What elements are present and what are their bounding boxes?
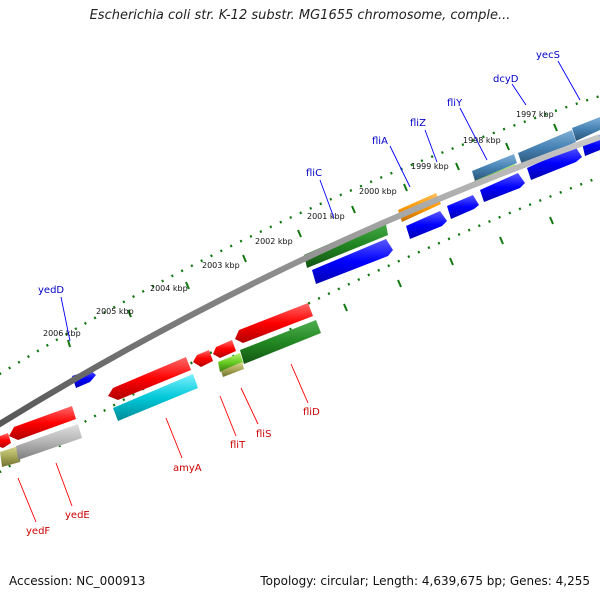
forward-features xyxy=(72,117,600,388)
kbp-label: 2005 kbp xyxy=(96,307,134,316)
inner-tick-ring xyxy=(0,175,600,474)
gene-feature xyxy=(235,303,313,343)
kbp-label: 2001 kbp xyxy=(307,212,345,221)
gene-label-yedE: yedE xyxy=(65,510,90,521)
accession-text: Accession: NC_000913 xyxy=(9,574,146,588)
gene-feature xyxy=(213,340,236,358)
gene-label-yedF: yedF xyxy=(26,526,50,537)
gene-feature xyxy=(108,357,191,400)
gene-label-fliZ: fliZ xyxy=(410,118,426,129)
reverse-gene-labels: yedF yedE amyA fliT fliS fliD xyxy=(17,363,320,537)
kbp-label: 2006 kbp xyxy=(43,329,81,338)
kbp-label: 2004 kbp xyxy=(150,284,188,293)
gene-feature xyxy=(240,320,321,364)
kbp-label: 2003 kbp xyxy=(202,261,240,270)
gene-feature xyxy=(218,353,243,372)
gene-feature xyxy=(472,154,517,181)
gene-label-amyA: amyA xyxy=(173,463,202,474)
gene-label-fliY: fliY xyxy=(447,98,463,109)
gene-feature xyxy=(193,350,213,367)
gene-feature xyxy=(480,173,525,202)
gene-label-yedD: yedD xyxy=(38,285,64,296)
gene-label-yecS: yecS xyxy=(536,50,560,61)
gene-label-fliA: fliA xyxy=(372,136,388,147)
gene-feature xyxy=(518,130,576,165)
gene-label-fliC: fliC xyxy=(306,168,322,179)
gene-feature xyxy=(527,146,582,180)
kbp-label: 1999 kbp xyxy=(411,162,449,171)
gene-feature xyxy=(9,406,76,440)
kbp-labels: 2006 kbp 2005 kbp 2004 kbp 2003 kbp 2002… xyxy=(43,110,554,338)
gene-feature xyxy=(447,195,479,219)
gene-feature xyxy=(312,239,393,284)
gene-feature xyxy=(113,374,198,421)
forward-gene-labels: yedD fliC fliA fliZ fliY dcyD yecS xyxy=(38,50,581,342)
gene-label-fliS: fliS xyxy=(256,429,271,440)
kbp-label: 2002 kbp xyxy=(255,237,293,246)
gene-label-fliD: fliD xyxy=(303,407,320,418)
kbp-label: 1998 kbp xyxy=(463,136,501,145)
genome-summary-text: Topology: circular; Length: 4,639,675 bp… xyxy=(260,574,590,588)
gene-feature xyxy=(221,362,244,377)
gene-feature xyxy=(16,424,82,460)
kbp-label: 1997 kbp xyxy=(516,110,554,119)
gene-label-dcyD: dcyD xyxy=(493,74,519,85)
chromosome-backbone xyxy=(0,134,600,428)
gene-feature xyxy=(572,117,600,141)
map-title: Escherichia coli str. K-12 substr. MG165… xyxy=(89,8,511,23)
gene-feature xyxy=(0,446,20,467)
gene-feature xyxy=(406,211,447,239)
kbp-label: 2000 kbp xyxy=(359,187,397,196)
gene-feature xyxy=(0,433,11,448)
gene-label-fliT: fliT xyxy=(230,440,246,451)
reverse-features xyxy=(0,303,321,467)
